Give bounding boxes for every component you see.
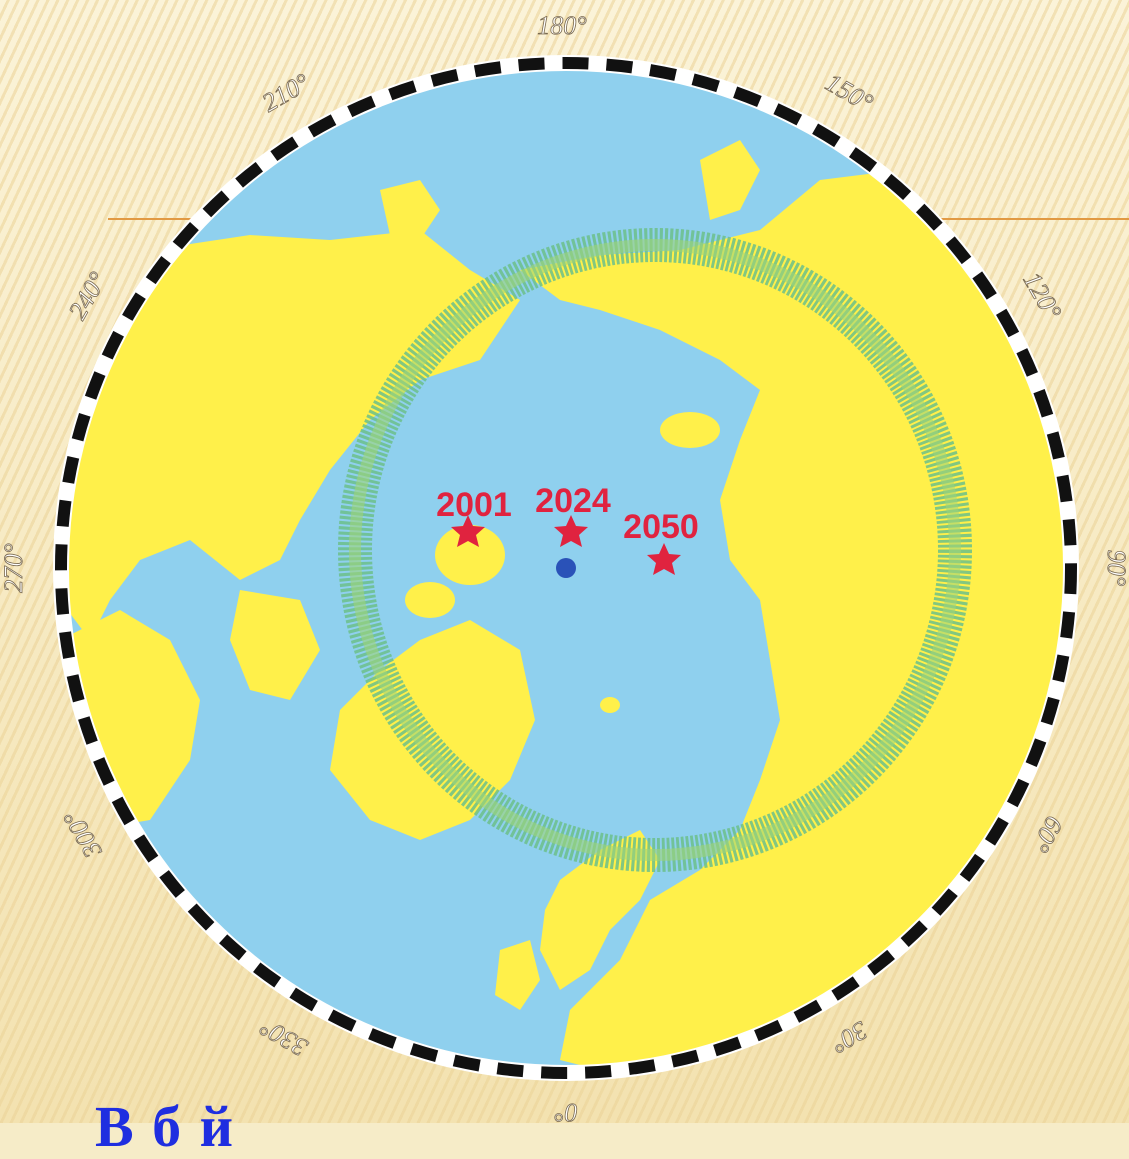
year-label-2001: 2001 bbox=[436, 486, 512, 524]
star-icon bbox=[647, 543, 681, 575]
eurasia-land bbox=[520, 170, 1071, 1070]
arctic-island bbox=[435, 525, 505, 585]
degree-label-240: 240° bbox=[63, 267, 113, 324]
year-label-2024: 2024 bbox=[535, 482, 611, 520]
polar-map: 180° 150° 120° 90° 60° 30° 0° 330° 300° … bbox=[0, 11, 1129, 1123]
degree-label-150: 150° bbox=[821, 68, 878, 118]
arctic-island bbox=[600, 697, 620, 713]
chukotka-land bbox=[700, 140, 760, 220]
degree-label-30: 30° bbox=[826, 1015, 873, 1059]
hudson-area bbox=[230, 590, 320, 700]
degree-label-90: 90° bbox=[1102, 550, 1129, 586]
degree-label-0: 0° bbox=[554, 1098, 577, 1123]
degree-label-270: 270° bbox=[0, 543, 28, 592]
star-icon bbox=[554, 515, 588, 547]
year-markers: 2001 2024 2050 bbox=[436, 482, 699, 575]
magnetic-pole-dot bbox=[556, 558, 576, 578]
map-rim-dashes bbox=[55, 57, 1077, 1079]
slide-caption: В б й bbox=[95, 1094, 236, 1159]
british-isles-land bbox=[495, 940, 540, 1010]
degree-label-330: 330° bbox=[255, 1012, 313, 1062]
arctic-island bbox=[660, 412, 720, 448]
arctic-island bbox=[405, 582, 455, 618]
auroral-belt-inner bbox=[349, 239, 961, 861]
degree-label-120: 120° bbox=[1017, 267, 1067, 324]
star-icon bbox=[451, 515, 485, 547]
alaska-land bbox=[380, 180, 440, 240]
year-label-2050: 2050 bbox=[623, 508, 699, 546]
north-america-land bbox=[61, 230, 520, 640]
degree-label-300: 300° bbox=[58, 806, 108, 864]
degree-label-180: 180° bbox=[537, 11, 586, 40]
degree-label-210: 210° bbox=[257, 68, 314, 118]
scandinavia-land bbox=[540, 830, 660, 990]
degree-label-60: 60° bbox=[1026, 811, 1069, 857]
